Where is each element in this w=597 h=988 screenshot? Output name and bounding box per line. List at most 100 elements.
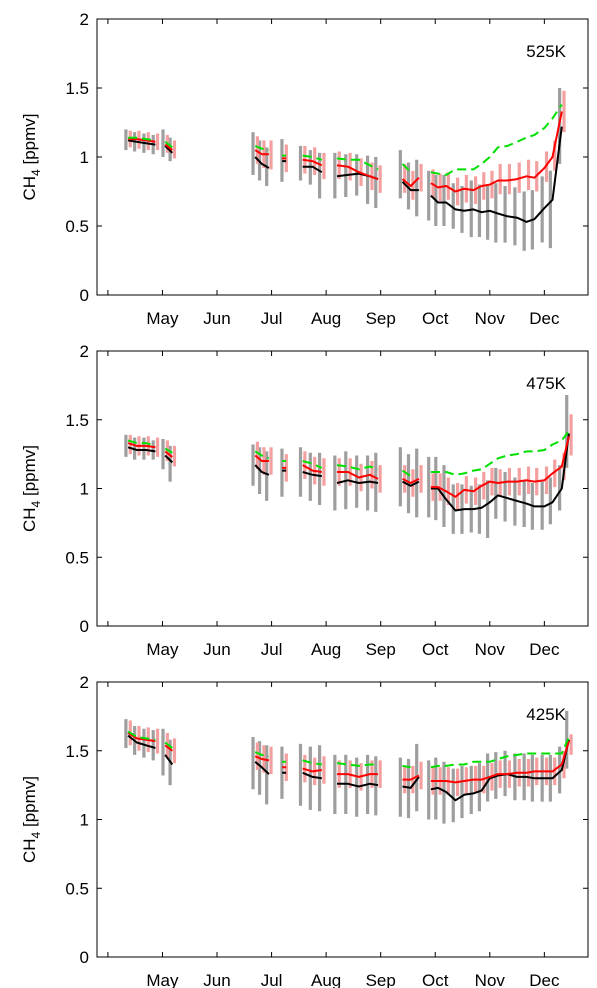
series-red-segment <box>430 111 563 193</box>
x-tick-label: May <box>146 309 179 328</box>
panel-425K: 0 0.5 1 1.5 2 May Jun Jul Aug Sep Oct Nov Dec 425K CH4… <box>20 673 589 988</box>
y-tick-label: 2 <box>80 10 89 29</box>
series-black <box>127 433 570 512</box>
series-red-segment <box>401 176 420 187</box>
series-green-segment <box>430 430 570 476</box>
y-tick-label: 1 <box>80 148 89 167</box>
series-red-segment <box>337 773 378 778</box>
series-red-segment <box>164 450 173 458</box>
y-tick-label: 0.5 <box>65 879 89 898</box>
x-tick-label: Dec <box>529 971 560 988</box>
series-green-segment <box>401 163 412 173</box>
panel-525K: 0 0.5 1 1.5 2 May Jun Jul Aug Sep Oct Nov Dec 525K CH4… <box>20 10 589 328</box>
y-tick-label: 1 <box>80 811 89 830</box>
series-black-segment <box>302 771 322 780</box>
error-bars <box>124 395 573 538</box>
series-green <box>127 430 570 477</box>
x-tick-label: May <box>146 640 179 659</box>
series-black-segment <box>127 139 156 146</box>
series-black-segment <box>127 734 156 749</box>
series-black-segment <box>401 181 419 192</box>
series-green-segment <box>127 439 156 447</box>
series-black-segment <box>402 776 420 789</box>
series-green-segment <box>302 154 323 161</box>
series-black-segment <box>302 471 322 478</box>
y-tick-label: 2 <box>80 342 89 361</box>
x-tick-label: Aug <box>311 640 341 659</box>
series-green-segment <box>254 145 270 152</box>
series-black-segment <box>254 464 270 476</box>
x-tick-label: Jun <box>203 640 230 659</box>
series-red-segment <box>337 471 379 480</box>
series-green-segment <box>430 104 563 176</box>
panel-475K: 0 0.5 1 1.5 2 May Jun Jul Aug Sep Oct Nov Dec 475K CH4… <box>20 342 589 659</box>
series-green-segment <box>302 759 322 766</box>
panel-label: 475K <box>526 374 566 393</box>
axes-frame <box>96 681 589 958</box>
series-green-segment <box>302 460 323 469</box>
series-black-segment <box>336 479 379 484</box>
series-red-segment <box>254 755 270 762</box>
y-tick-label: 0.5 <box>65 548 89 567</box>
x-tick-label: May <box>146 971 179 988</box>
series-red-segment <box>254 149 269 156</box>
y-tick-label: 1.5 <box>65 79 89 98</box>
series-green-segment <box>401 469 412 477</box>
x-tick-label: Nov <box>475 971 506 988</box>
series-black-segment <box>402 480 420 487</box>
series-red-segment <box>127 442 156 449</box>
series-red-segment <box>302 158 323 167</box>
series-black-segment <box>254 156 270 169</box>
x-tick-label: Dec <box>529 640 560 659</box>
y-axis-label: CH4 [ppmv] <box>20 114 43 201</box>
series-green-segment <box>430 736 570 769</box>
series-red-segment <box>164 143 173 151</box>
series-red-segment <box>254 454 269 462</box>
x-tick-label: Dec <box>529 309 560 328</box>
x-tick-label: Oct <box>422 309 449 328</box>
series-green-segment <box>164 141 173 149</box>
series-green-segment <box>254 450 270 460</box>
series-red <box>128 111 563 193</box>
series-green-segment <box>127 730 156 741</box>
series-red-segment <box>164 744 173 752</box>
series-green-segment <box>336 464 379 471</box>
series-red-segment <box>402 478 420 484</box>
x-tick-label: Aug <box>311 971 341 988</box>
y-tick-label: 0 <box>80 286 89 305</box>
series-red-segment <box>127 732 156 743</box>
series-black-segment <box>254 761 270 775</box>
series-green <box>128 104 563 176</box>
y-tick-label: 0 <box>80 948 89 967</box>
series-green-segment <box>336 157 379 171</box>
y-tick-label: 2 <box>80 673 89 692</box>
x-tick-label: Jun <box>203 971 230 988</box>
y-tick-label: 1.5 <box>65 742 89 761</box>
series-red-segment <box>128 138 156 143</box>
series-red-segment <box>302 767 322 773</box>
x-tick-label: Jul <box>261 971 283 988</box>
y-tick-label: 0 <box>80 617 89 636</box>
series-black-segment <box>164 754 174 766</box>
x-tick-label: Oct <box>422 640 449 659</box>
series-black-segment <box>430 126 563 223</box>
series-green <box>127 730 570 769</box>
series-black-segment <box>337 782 379 788</box>
series-red-segment <box>336 164 379 181</box>
error-bars <box>124 710 573 824</box>
series-green-segment <box>164 741 173 749</box>
series-black-segment <box>430 433 570 512</box>
panel-label: 425K <box>526 705 566 724</box>
y-tick-label: 1 <box>80 480 89 499</box>
series-green-segment <box>402 764 411 769</box>
x-tick-label: Nov <box>475 309 506 328</box>
x-tick-label: Oct <box>422 971 449 988</box>
series-green-segment <box>336 762 378 767</box>
series-green-segment <box>164 447 173 454</box>
x-tick-label: Nov <box>475 640 506 659</box>
y-axis-label: CH4 [ppmv] <box>20 445 43 532</box>
x-tick-label: Jun <box>203 309 230 328</box>
series-red <box>127 732 570 784</box>
series-black <box>127 734 570 802</box>
y-tick-label: 1.5 <box>65 411 89 430</box>
